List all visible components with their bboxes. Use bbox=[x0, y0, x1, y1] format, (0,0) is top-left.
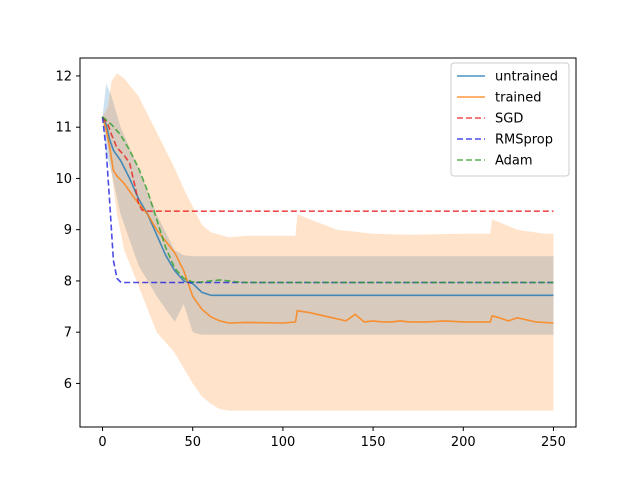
band-trained bbox=[102, 73, 554, 411]
confidence-bands bbox=[102, 73, 554, 411]
legend-label-trained: trained bbox=[495, 91, 542, 106]
x-tick-label: 150 bbox=[361, 435, 386, 450]
x-tick-label: 200 bbox=[451, 435, 476, 450]
x-tick-label: 100 bbox=[270, 435, 295, 450]
legend: untrained trained SGD RMSprop Adam bbox=[450, 62, 570, 177]
series-line-adam bbox=[101, 116, 554, 284]
x-tick-label: 250 bbox=[541, 435, 566, 450]
x-tick-label: 50 bbox=[184, 435, 201, 450]
y-tick-label: 9 bbox=[64, 223, 72, 238]
legend-label-adam: Adam bbox=[495, 154, 533, 169]
legend-label-sgd: SGD bbox=[495, 112, 523, 127]
y-tick-label: 7 bbox=[64, 326, 72, 341]
y-tick-label: 10 bbox=[55, 172, 72, 187]
legend-box bbox=[450, 62, 570, 177]
y-tick-label: 12 bbox=[55, 69, 72, 84]
band-untrained bbox=[102, 83, 554, 335]
y-tick-label: 8 bbox=[64, 274, 72, 289]
y-tick-label: 11 bbox=[55, 121, 72, 136]
axes-frame bbox=[79, 57, 577, 428]
series-line-rmsprop bbox=[101, 116, 554, 284]
y-tick-label: 6 bbox=[64, 377, 72, 392]
x-tick-label: 0 bbox=[98, 435, 106, 450]
series-line-sgd bbox=[101, 116, 554, 212]
y-axis: 6 7 8 9 10 11 12 bbox=[55, 69, 80, 392]
series-line-trained bbox=[101, 116, 554, 324]
legend-label-rmsprop: RMSprop bbox=[495, 133, 553, 148]
series-line-untrained bbox=[101, 116, 554, 297]
series-lines bbox=[101, 116, 554, 324]
legend-label-untrained: untrained bbox=[495, 70, 558, 85]
x-axis: 0 50 100 150 200 250 bbox=[98, 427, 566, 450]
